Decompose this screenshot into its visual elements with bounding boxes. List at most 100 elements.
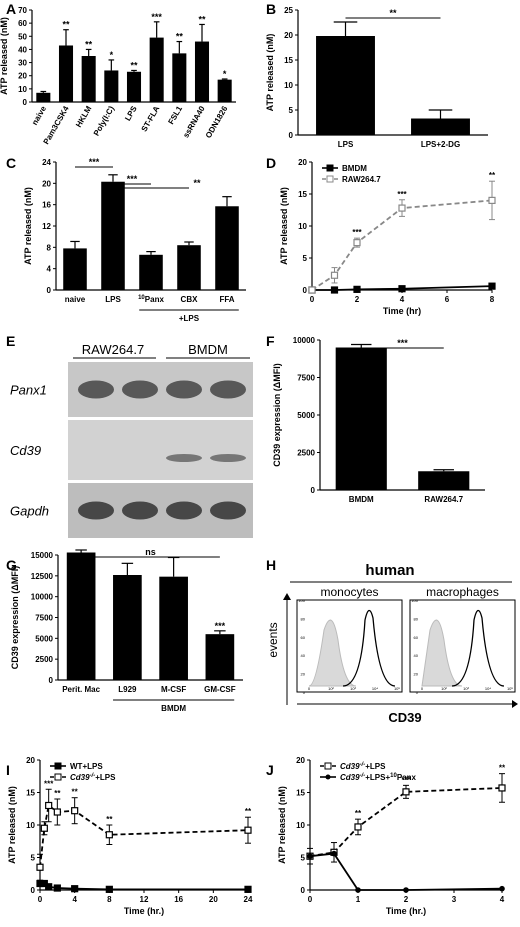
y-axis-label: ATP released (nM) <box>279 187 289 265</box>
data-point <box>355 887 361 893</box>
bar <box>194 41 210 102</box>
y-tick-label: 0 <box>289 131 294 140</box>
gel-band <box>166 454 202 462</box>
x-tick-label: 0 <box>421 686 424 691</box>
x-tick-label: 8 <box>490 295 495 304</box>
significance-label: ** <box>176 32 184 42</box>
y-tick-label: 20 <box>414 672 419 677</box>
x-tick-label: 2 <box>355 295 360 304</box>
significance-label: *** <box>215 621 226 631</box>
x-tick-label: 10⁴ <box>372 686 378 691</box>
y-tick-label: 40 <box>414 653 419 658</box>
y-tick-label: 0 <box>23 98 28 107</box>
y-tick-label: 20 <box>26 756 35 765</box>
bracket-label: ** <box>389 8 397 18</box>
gel-band <box>122 380 158 399</box>
bar <box>63 248 87 290</box>
y-axis-label: ATP released (nM) <box>277 786 287 864</box>
data-point <box>53 884 61 892</box>
panel-I: 0 5 10 15 20 ATP released (nM) I 0 4 8 12 16 20 24 Tim… <box>6 756 253 916</box>
gene-label: Panx1 <box>10 383 47 398</box>
category-label: LPS <box>105 295 121 304</box>
category-label: LPS <box>338 140 354 149</box>
bracket-label: *** <box>397 338 408 348</box>
y-tick-label: 4 <box>47 265 52 274</box>
category-label: LPS+2-DG <box>421 140 460 149</box>
y-tick-label: 20 <box>296 756 305 765</box>
data-point <box>498 784 506 792</box>
arrow-head <box>283 593 291 600</box>
y-tick-label: 5000 <box>35 634 53 643</box>
legend-gene: Cd39 <box>70 773 90 782</box>
panel-letter: H <box>266 557 276 573</box>
y-tick-label: 30 <box>18 59 27 68</box>
data-point <box>403 887 409 893</box>
x-tick-label: 10⁵ <box>507 686 513 691</box>
flow-panel-label: monocytes <box>320 585 378 599</box>
data-point <box>244 885 252 893</box>
x-tick-label: 16 <box>174 895 183 904</box>
category-label: BMDM <box>349 495 374 504</box>
legend-marker <box>326 164 334 172</box>
x-tick-label: 10⁵ <box>394 686 400 691</box>
category-label: HKLM <box>74 104 94 129</box>
significance-label: *** <box>401 775 411 784</box>
significance-label: ** <box>489 171 496 180</box>
legend-marker <box>325 774 331 780</box>
legend-gene: Cd39 <box>340 762 360 771</box>
gel-band <box>210 501 246 520</box>
significance-label: * <box>110 50 114 60</box>
x-tick-label: 2 <box>404 895 409 904</box>
gene-label: Gapdh <box>10 504 49 519</box>
significance-label: ** <box>106 815 113 824</box>
y-axis-label: CD39 expression (ΔMFI) <box>272 363 282 467</box>
lane-group-label: RAW264.7 <box>82 342 144 357</box>
bar <box>113 575 142 680</box>
y-tick-label: 5 <box>31 854 36 863</box>
cd39-histogram <box>451 609 505 687</box>
category-label: RAW264.7 <box>424 495 463 504</box>
x-tick-label: 3 <box>452 895 457 904</box>
data-point <box>244 826 252 834</box>
x-axis-label: Time (hr) <box>383 306 421 316</box>
group-label: BMDM <box>161 704 186 713</box>
data-point <box>71 885 79 893</box>
bracket-label: ns <box>145 547 156 557</box>
panel-G: 0 2500 5000 7500 10000 12500 15000 CD39 express… <box>6 547 243 713</box>
panel-B: 0 5 10 15 20 25 ATP released (nM) B LPS LPS+2-DG *… <box>265 1 488 149</box>
cd39-histogram <box>342 609 396 687</box>
panel-letter: D <box>266 155 276 171</box>
significance-label: ** <box>355 809 362 818</box>
significance-label: ** <box>245 807 252 816</box>
y-axis-label: CD39 expression (ΔMFI) <box>10 566 20 670</box>
y-tick-label: 20 <box>298 158 307 167</box>
y-tick-label: 15000 <box>31 551 54 560</box>
lane-group-label: BMDM <box>188 342 228 357</box>
category-label: ODN1826 <box>204 104 230 140</box>
bar <box>172 53 187 102</box>
significance-label: ** <box>130 60 138 70</box>
y-axis-label: ATP released (nM) <box>265 34 275 112</box>
y-tick-label: 10 <box>284 81 293 90</box>
significance-label: ** <box>54 789 61 798</box>
gel-band <box>122 501 158 520</box>
data-point <box>45 801 53 810</box>
data-point <box>398 204 406 212</box>
x-tick-label: 10⁴ <box>485 686 491 691</box>
legend-marker <box>54 773 62 781</box>
x-tick-label: 0 <box>308 686 311 691</box>
significance-label: * <box>223 69 227 79</box>
category-label: CBX <box>181 295 199 304</box>
y-tick-label: 0 <box>303 286 308 295</box>
legend-gene: Cd39 <box>340 773 360 782</box>
bracket-label: *** <box>127 174 138 184</box>
category-label: FSL1 <box>166 104 184 126</box>
significance-label: ** <box>198 14 206 24</box>
significance-label: *** <box>44 779 54 788</box>
y-axis-label: events <box>266 622 280 657</box>
y-tick-label: 15 <box>284 56 293 65</box>
category-label: ST-FLA <box>140 104 162 133</box>
data-point <box>331 850 337 857</box>
